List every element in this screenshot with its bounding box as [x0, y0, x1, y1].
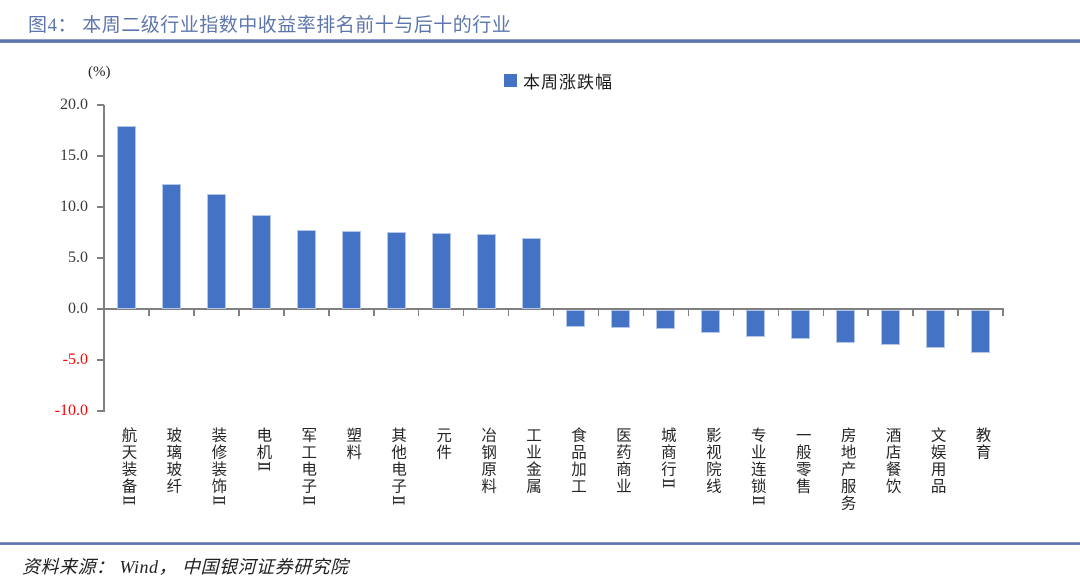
y-axis-tick [97, 410, 104, 412]
x-axis-tick [957, 309, 959, 316]
category-label: 影视院线 [703, 427, 721, 495]
bar [431, 233, 451, 309]
x-axis-tick [912, 309, 914, 316]
bar [746, 310, 766, 337]
y-axis-label: -5.0 [62, 351, 88, 369]
x-axis-tick [597, 309, 600, 316]
x-axis-tick [238, 309, 240, 316]
bar [161, 184, 181, 309]
y-axis-label: -10.0 [54, 402, 88, 420]
chart-legend: 本周涨跌幅 [504, 68, 613, 93]
bar [881, 310, 901, 345]
bar [611, 310, 631, 329]
x-axis-tick [148, 309, 150, 316]
category-label: 玻璃玻纤 [164, 427, 182, 495]
category-label: 航天装备Ⅱ [119, 427, 137, 508]
category-label: 电机Ⅱ [254, 427, 272, 474]
bar [116, 126, 136, 309]
category-label: 其他电子Ⅱ [389, 427, 407, 508]
y-axis-tick [97, 104, 104, 106]
bar [791, 310, 811, 339]
category-label: 教育 [973, 427, 991, 461]
bar [701, 310, 721, 334]
x-axis-tick [103, 309, 105, 316]
x-axis-tick [867, 309, 869, 316]
bar [656, 310, 676, 330]
category-label: 塑料 [344, 427, 362, 461]
y-axis-label: 5.0 [68, 248, 88, 266]
category-label: 装修装饰Ⅱ [209, 427, 227, 508]
category-label: 一般零售 [793, 427, 811, 495]
y-axis-tick [97, 257, 104, 259]
y-axis-tick [97, 308, 104, 310]
legend-label: 本周涨跌幅 [523, 73, 613, 92]
category-label: 酒店餐饮 [883, 427, 901, 495]
bar [926, 310, 946, 348]
x-axis-tick [417, 309, 420, 316]
category-label: 元件 [434, 427, 452, 461]
bar [251, 215, 271, 309]
x-axis-tick [777, 309, 780, 316]
x-axis-tick [687, 309, 690, 316]
x-axis-tick [328, 309, 330, 316]
bar [341, 231, 361, 309]
bar [836, 310, 856, 343]
category-label: 食品加工 [568, 427, 586, 495]
y-axis-unit-label: (%) [88, 64, 111, 80]
y-axis-line [103, 105, 105, 412]
x-axis-line [103, 308, 1004, 310]
y-axis-tick [97, 155, 104, 157]
category-label: 城商行Ⅱ [658, 427, 676, 491]
footer-divider [0, 542, 1080, 545]
x-axis-tick [373, 309, 375, 316]
bar [566, 310, 586, 328]
category-label: 文娱用品 [928, 427, 946, 495]
category-label: 军工电子Ⅱ [299, 427, 317, 508]
y-axis-tick [97, 206, 104, 208]
category-label: 工业金属 [524, 427, 542, 495]
x-axis-tick [732, 309, 735, 316]
y-axis-label: 0.0 [68, 300, 88, 317]
x-axis-tick [822, 309, 824, 316]
bar [521, 237, 541, 309]
source-note: 资料来源： Wind， 中国银河证券研究院 [22, 557, 349, 577]
category-label: 房地产服务 [838, 427, 856, 512]
category-label: 医药商业 [613, 427, 631, 495]
figure-title: 图4： 本周二级行业指数中收益率排名前十与后十的行业 [28, 15, 512, 36]
x-axis-tick [193, 309, 195, 316]
legend-swatch-icon [504, 74, 517, 87]
bar [206, 193, 226, 309]
title-divider [0, 39, 1080, 43]
x-axis-tick [283, 309, 285, 316]
bar [971, 310, 991, 353]
bar [476, 234, 496, 309]
x-axis-tick [462, 309, 465, 316]
category-label: 专业连锁Ⅱ [748, 427, 766, 508]
x-axis-tick [642, 309, 645, 316]
x-axis-tick [552, 309, 555, 316]
y-axis-label: 20.0 [60, 95, 88, 113]
x-axis-tick [1002, 309, 1004, 316]
category-label: 冶钢原料 [479, 427, 497, 495]
bar [296, 230, 316, 309]
y-axis-tick [97, 359, 104, 361]
y-axis-label: 15.0 [60, 146, 88, 164]
bar [386, 232, 406, 309]
y-axis-label: 10.0 [60, 197, 88, 215]
x-axis-tick [507, 309, 510, 316]
